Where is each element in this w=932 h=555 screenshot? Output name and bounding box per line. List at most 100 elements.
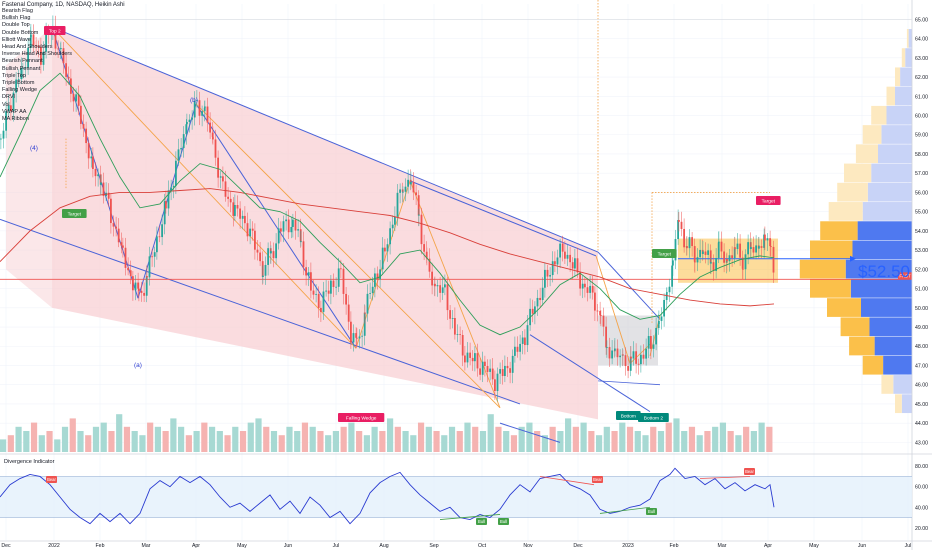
y-tick-label: 57.00 bbox=[915, 171, 928, 177]
candle-body bbox=[366, 293, 369, 314]
volume-bar bbox=[363, 435, 370, 452]
candle-body bbox=[254, 230, 256, 250]
candle-body bbox=[384, 247, 386, 252]
volume-bar bbox=[154, 426, 161, 452]
volume-profile-buy bbox=[862, 202, 912, 221]
candle-body bbox=[267, 248, 269, 265]
candle-body bbox=[441, 287, 444, 293]
volume-profile-buy bbox=[874, 336, 912, 356]
bear-badge: Bear bbox=[593, 477, 602, 482]
volume-profile-buy bbox=[867, 182, 912, 202]
study-item[interactable]: Elliott Wave bbox=[2, 36, 31, 43]
candle-body bbox=[710, 262, 712, 264]
candle-body bbox=[407, 179, 409, 187]
study-item[interactable]: Bearish Pennant bbox=[2, 58, 43, 65]
volume-bar bbox=[595, 435, 603, 452]
candle-body bbox=[264, 264, 267, 276]
indicator-band bbox=[0, 476, 912, 518]
x-tick-label: Oct bbox=[478, 543, 487, 549]
study-item[interactable]: MA Ribbon bbox=[2, 116, 29, 123]
candle-body bbox=[234, 205, 236, 216]
candle-body bbox=[461, 334, 464, 356]
candle-body bbox=[163, 201, 166, 225]
study-item[interactable]: Bullish Flag bbox=[2, 15, 31, 22]
candle-body bbox=[474, 353, 476, 362]
x-tick-label: Nov bbox=[523, 543, 533, 549]
candle-body bbox=[650, 336, 652, 349]
study-item[interactable]: Triple Top bbox=[2, 72, 26, 79]
candle-body bbox=[526, 325, 529, 346]
candle-body bbox=[239, 208, 241, 219]
indicator-title: Divergence Indicator bbox=[4, 459, 55, 465]
candle-body bbox=[374, 273, 376, 287]
candle-body bbox=[182, 134, 185, 149]
volume-bar bbox=[77, 431, 84, 452]
candle-body bbox=[277, 228, 280, 244]
volume-bar bbox=[479, 431, 487, 452]
volume-bar bbox=[565, 418, 572, 452]
study-item[interactable]: DRVI bbox=[2, 94, 16, 101]
candle-body bbox=[739, 243, 741, 258]
x-tick-label: Jun bbox=[858, 543, 866, 549]
volume-bar bbox=[92, 426, 100, 452]
candle-body bbox=[391, 224, 394, 229]
volume-bar bbox=[526, 422, 533, 452]
candle-body bbox=[431, 271, 433, 286]
y-tick-label: 55.00 bbox=[915, 210, 928, 216]
bull-divergence bbox=[439, 514, 501, 520]
indicator-tick-label: 40.00 bbox=[915, 505, 928, 511]
volume-bar bbox=[487, 414, 494, 452]
study-item[interactable]: Double Top bbox=[2, 22, 30, 29]
candle-body bbox=[484, 361, 486, 367]
volume-bar bbox=[379, 431, 386, 452]
volume-bar bbox=[611, 431, 618, 452]
candle-body bbox=[209, 122, 211, 133]
study-item[interactable]: Inverse Head And Shoulders bbox=[2, 51, 73, 58]
candle-body bbox=[509, 368, 511, 373]
candle-body bbox=[312, 290, 315, 295]
volume-bar bbox=[239, 431, 247, 452]
candle-body bbox=[340, 268, 342, 270]
volume-bar bbox=[588, 431, 595, 452]
candle-body bbox=[696, 257, 699, 263]
study-item[interactable]: Head And Shoulders bbox=[2, 44, 53, 51]
volume-bar bbox=[147, 422, 154, 452]
volume-profile-sell bbox=[810, 240, 853, 260]
candle-body bbox=[337, 268, 340, 287]
volume-bar bbox=[224, 435, 231, 452]
candle-body bbox=[720, 241, 723, 252]
volume-bar bbox=[0, 439, 7, 452]
volume-profile-buy bbox=[883, 355, 912, 375]
candle-body bbox=[760, 246, 763, 248]
candle-body bbox=[652, 344, 655, 349]
study-item[interactable]: VWAP AA bbox=[2, 108, 27, 115]
volume-profile-sell bbox=[827, 298, 861, 317]
study-item[interactable]: Bearish Flag bbox=[2, 8, 33, 14]
bottom2-badge: Bottom 2 bbox=[644, 415, 664, 421]
study-item[interactable]: Falling Wedge bbox=[2, 87, 38, 94]
volume-bar bbox=[650, 426, 657, 452]
x-tick-label: May bbox=[237, 543, 247, 549]
neckline bbox=[597, 380, 661, 386]
candle-body bbox=[399, 189, 401, 193]
volume-bar bbox=[193, 431, 200, 452]
candle-body bbox=[616, 348, 619, 358]
candle-body bbox=[342, 268, 345, 294]
study-item[interactable]: Double Bottom bbox=[2, 29, 39, 36]
candle-body bbox=[364, 312, 366, 314]
study-item[interactable]: Vol bbox=[2, 101, 10, 108]
volume-profile-buy bbox=[869, 317, 912, 337]
candle-body bbox=[635, 351, 637, 364]
candle-body bbox=[645, 348, 647, 359]
study-item[interactable]: Triple Bottom bbox=[2, 80, 35, 87]
study-item[interactable]: Bullish Pennant bbox=[2, 65, 41, 72]
volume-bar bbox=[100, 422, 107, 452]
candle-body bbox=[5, 111, 7, 131]
candle-body bbox=[423, 244, 425, 252]
volume-profile-sell bbox=[828, 202, 863, 221]
volume-bar bbox=[201, 422, 208, 452]
candle-body bbox=[214, 139, 217, 158]
wave-line bbox=[195, 103, 357, 349]
